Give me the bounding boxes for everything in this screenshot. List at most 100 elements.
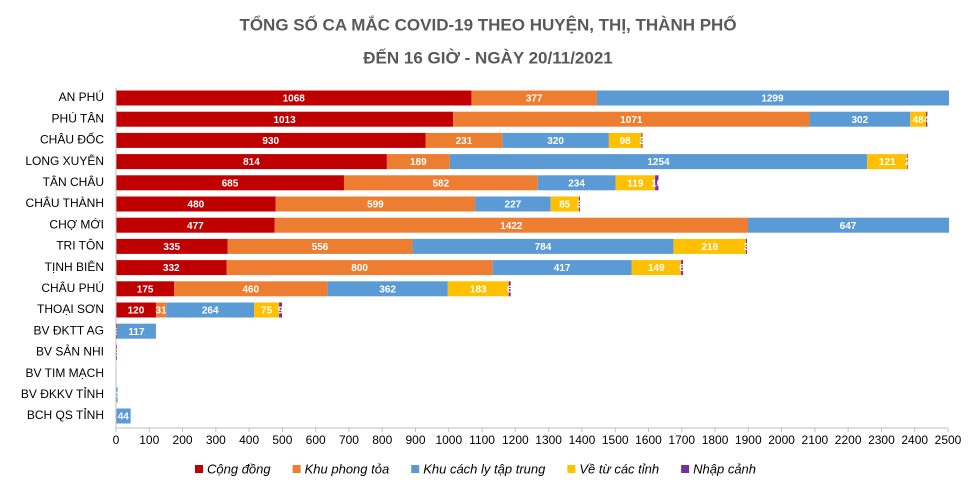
data-label: 930	[262, 136, 279, 147]
data-label: 149	[648, 263, 665, 274]
bar-segment	[745, 238, 747, 254]
data-label: 6	[507, 284, 513, 295]
legend-swatch	[681, 465, 690, 473]
x-tick-label: 1400	[569, 433, 596, 447]
bar-segment	[747, 217, 949, 233]
data-label: 685	[222, 178, 239, 189]
chart-subtitle: ĐẾN 16 GIỜ - NGÀY 20/11/2021	[363, 48, 612, 67]
data-label: 800	[351, 263, 368, 274]
y-tick-label: TRI TÔN	[56, 238, 104, 253]
data-label: 582	[432, 178, 449, 189]
y-tick-label: PHÚ TÂN	[52, 110, 104, 125]
data-label: 227	[505, 200, 522, 211]
x-tick-label: 1100	[469, 433, 495, 447]
x-tick-label: 700	[339, 433, 359, 447]
y-tick-label: BV ĐKTT AG	[34, 323, 104, 337]
bar-segment	[655, 175, 659, 191]
x-tick-label: 1600	[635, 433, 662, 447]
bar-segment	[425, 132, 503, 148]
data-label: 119	[627, 178, 644, 189]
data-label: 98	[620, 136, 632, 147]
bar-segment	[174, 281, 328, 297]
bar-segment	[910, 111, 927, 127]
data-label: 332	[163, 263, 180, 274]
y-tick-label: TỊNH BIÊN	[45, 259, 104, 274]
x-tick-label: 400	[239, 433, 259, 447]
data-label: 121	[879, 157, 896, 168]
bar-segment	[275, 196, 476, 212]
x-tick-label: 1700	[668, 433, 695, 447]
x-tick-label: 500	[272, 433, 292, 447]
data-label: 117	[128, 327, 145, 338]
bar-segment	[809, 111, 911, 127]
data-label: 784	[535, 242, 552, 253]
bar-segment	[116, 132, 426, 148]
data-label: 120	[128, 306, 145, 317]
y-tick-label: THOẠI SƠN	[37, 302, 104, 316]
bar-segment	[681, 260, 684, 276]
bar-segment	[508, 281, 511, 297]
bar-segment	[116, 196, 276, 212]
data-label: 1254	[647, 157, 670, 168]
data-label: 4	[924, 115, 930, 126]
x-tick-label: 1800	[702, 433, 729, 447]
bar-segment	[254, 302, 280, 318]
y-tick-label: LONG XUYÊN	[25, 153, 104, 168]
bar-segment	[386, 154, 450, 170]
bar-segment	[116, 111, 454, 127]
y-tick-label: CHÂU THÀNH	[26, 195, 104, 210]
bar-segment	[412, 238, 674, 254]
x-tick-label: 800	[372, 433, 392, 447]
bar-segment	[867, 154, 908, 170]
x-tick-label: 1500	[602, 433, 629, 447]
legend-swatch	[567, 465, 576, 473]
bar-segment	[116, 238, 228, 254]
bar-segment	[116, 175, 344, 191]
data-label: 85	[559, 200, 571, 211]
bar-segment	[116, 154, 387, 170]
data-label: 1299	[761, 94, 784, 105]
data-label: 1013	[273, 115, 296, 126]
data-label: 218	[701, 242, 718, 253]
data-label: 4	[114, 390, 120, 401]
data-label: 48	[912, 115, 924, 126]
bar-segment	[343, 175, 538, 191]
y-tick-label: CHÂU PHÚ	[41, 280, 104, 295]
y-tick-label: BCH QS TỈNH	[27, 407, 104, 422]
bar-segment	[447, 281, 509, 297]
y-tick-label: BV ĐKKV TỈNH	[21, 386, 104, 401]
data-label: 231	[456, 136, 473, 147]
bar-segment	[116, 323, 156, 339]
data-label: 264	[202, 306, 219, 317]
y-tick-label: AN PHÚ	[59, 89, 104, 104]
data-label: 377	[526, 94, 543, 105]
y-tick-label: CHỢ MỚI	[49, 216, 104, 231]
x-tick-label: 600	[306, 433, 326, 447]
data-label: 3	[114, 348, 120, 359]
legend-label: Nhập cảnh	[693, 461, 756, 476]
data-label: 234	[568, 178, 585, 189]
data-label: 335	[163, 242, 180, 253]
legend-label: Khu cách ly tập trung	[423, 461, 546, 476]
x-tick-label: 100	[139, 433, 159, 447]
data-label: 10	[651, 178, 663, 189]
bar-segment	[673, 238, 746, 254]
data-label: 460	[242, 284, 259, 295]
bar-segment	[226, 260, 493, 276]
bar-segment	[155, 302, 167, 318]
x-tick-label: 2000	[768, 433, 795, 447]
data-label: 814	[243, 157, 260, 168]
bar-segment	[641, 132, 643, 148]
bar-segment	[116, 260, 227, 276]
data-label: 599	[367, 200, 384, 211]
data-label: 417	[554, 263, 571, 274]
bar-segment	[116, 281, 175, 297]
data-label: 3	[577, 200, 583, 211]
data-label: 1	[113, 369, 119, 380]
data-label: 2	[905, 157, 911, 168]
x-tick-label: 1300	[535, 433, 562, 447]
bar-segment	[492, 260, 632, 276]
bar-segment	[615, 175, 656, 191]
